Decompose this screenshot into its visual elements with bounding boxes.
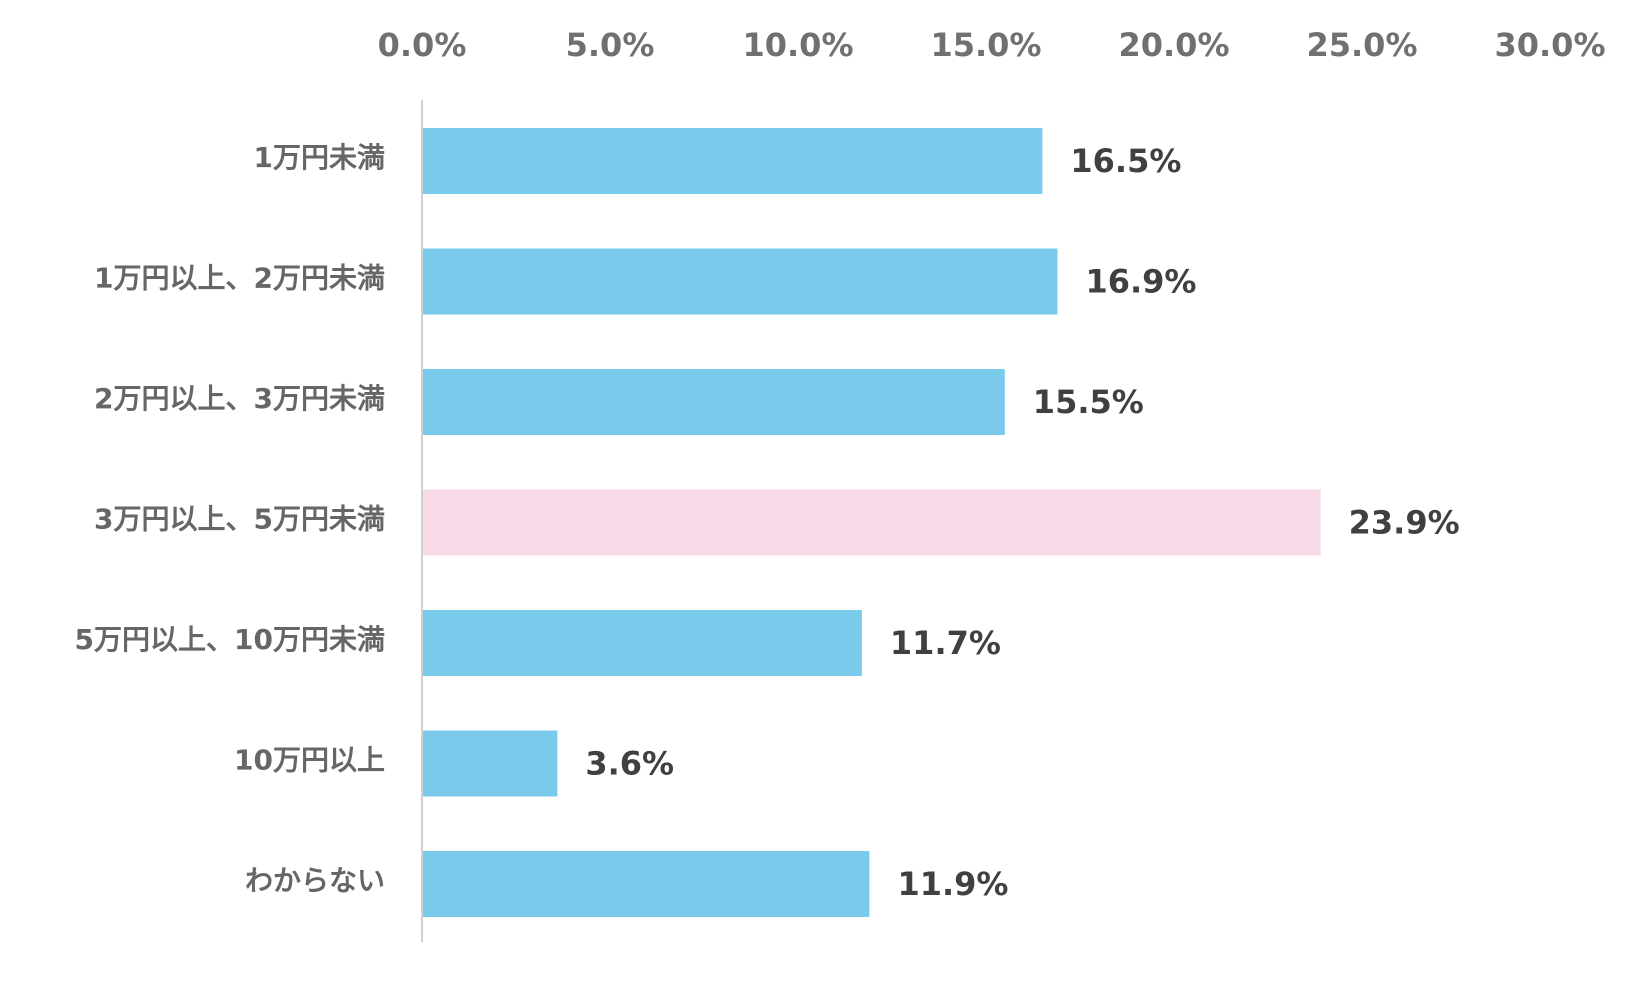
bars xyxy=(422,128,1321,917)
x-tick-label: 15.0% xyxy=(930,26,1041,64)
data-label: 16.9% xyxy=(1085,263,1196,301)
bar xyxy=(422,369,1005,435)
data-label: 23.9% xyxy=(1349,504,1460,542)
category-label: 10万円以上 xyxy=(234,744,385,777)
x-tick-label: 25.0% xyxy=(1306,26,1417,64)
bar xyxy=(422,248,1058,315)
x-tick-label: 5.0% xyxy=(566,26,655,64)
category-label: 2万円以上、3万円未満 xyxy=(94,382,385,415)
x-axis-ticks: 0.0% 5.0% 10.0% 15.0% 20.0% 25.0% 30.0% xyxy=(378,26,1606,64)
data-label: 11.7% xyxy=(890,624,1001,662)
bar xyxy=(422,730,558,797)
category-label: 1万円未満 xyxy=(254,141,385,174)
bar xyxy=(422,851,870,917)
category-label: 5万円以上、10万円未満 xyxy=(75,623,385,656)
x-tick-label: 0.0% xyxy=(378,26,467,64)
category-label: 1万円以上、2万円未満 xyxy=(94,262,385,295)
x-tick-label: 20.0% xyxy=(1118,26,1229,64)
data-label: 11.9% xyxy=(897,865,1008,903)
category-labels: 1万円未満 1万円以上、2万円未満 2万円以上、3万円未満 3万円以上、5万円未満 5万… xyxy=(75,141,385,897)
bar xyxy=(422,610,862,676)
data-labels: 16.5% 16.9% 15.5% 23.9% 11.7% 3.6% 11.9% xyxy=(585,142,1459,903)
bar xyxy=(422,128,1043,194)
category-label: わからない xyxy=(245,864,385,897)
data-label: 3.6% xyxy=(585,745,674,783)
x-tick-label: 30.0% xyxy=(1494,26,1605,64)
data-label: 16.5% xyxy=(1070,142,1181,180)
category-label: 3万円以上、5万円未満 xyxy=(94,503,385,536)
data-label: 15.5% xyxy=(1033,383,1144,421)
bar xyxy=(422,489,1321,556)
x-tick-label: 10.0% xyxy=(742,26,853,64)
